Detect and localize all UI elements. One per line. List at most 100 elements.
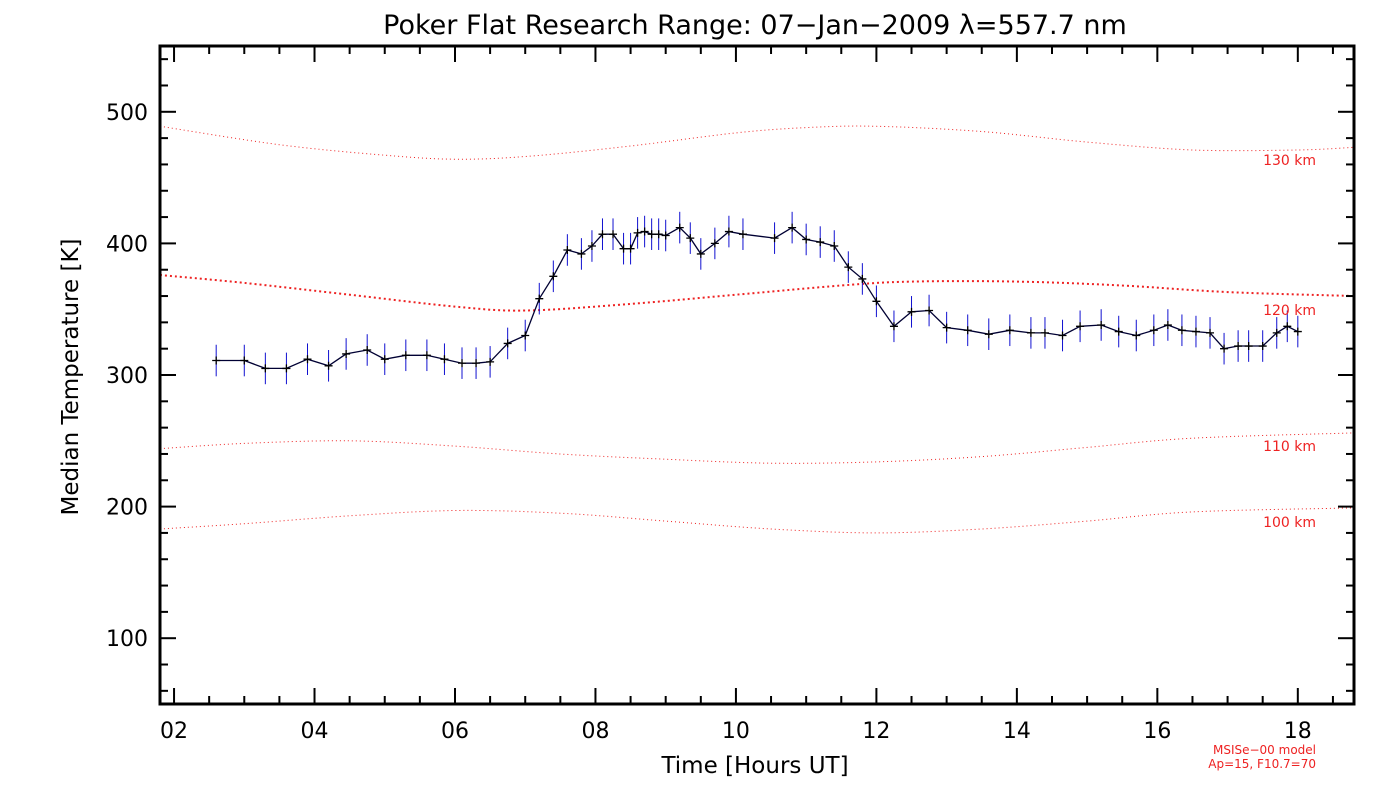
data-point bbox=[872, 297, 881, 306]
data-point bbox=[661, 231, 670, 240]
data-point bbox=[324, 361, 333, 370]
data-point bbox=[1097, 320, 1106, 329]
x-tick-label: 08 bbox=[581, 719, 609, 744]
model-annotation-line1: MSISe−00 model bbox=[1213, 743, 1316, 757]
model-curves bbox=[160, 125, 1354, 534]
plot-axes: 02 04 06 08 10 12 14 16 18 100 200 300 400 500 bbox=[106, 44, 1356, 744]
data-point bbox=[963, 326, 972, 335]
data-point bbox=[1005, 326, 1014, 335]
data-point bbox=[858, 274, 867, 283]
x-tick-label: 10 bbox=[722, 719, 750, 744]
data-point bbox=[486, 357, 495, 366]
data-point bbox=[647, 230, 656, 239]
x-axis-label: Time [Hours UT] bbox=[660, 753, 848, 779]
data-point bbox=[1058, 331, 1067, 340]
data-point bbox=[816, 238, 825, 247]
data-point bbox=[472, 359, 481, 368]
data-line bbox=[216, 226, 1299, 370]
data-point bbox=[521, 331, 530, 340]
x-tick-label: 04 bbox=[301, 719, 329, 744]
data-point bbox=[282, 364, 291, 373]
x-tick-label: 12 bbox=[862, 719, 890, 744]
data-point bbox=[303, 355, 312, 364]
data-point bbox=[1076, 322, 1085, 331]
data-point bbox=[563, 245, 572, 254]
data-point bbox=[240, 356, 249, 365]
data-point bbox=[1220, 344, 1229, 353]
data-point bbox=[549, 272, 558, 281]
data-point bbox=[1149, 326, 1158, 335]
data-point bbox=[1177, 326, 1186, 335]
data-point bbox=[1293, 327, 1302, 336]
data-point bbox=[422, 351, 431, 360]
data-point bbox=[577, 249, 586, 258]
data-point bbox=[770, 234, 779, 243]
data-point bbox=[889, 322, 898, 331]
data-point bbox=[380, 355, 389, 364]
data-point bbox=[1026, 328, 1035, 337]
x-tick-label: 16 bbox=[1143, 719, 1171, 744]
x-tick-label: 14 bbox=[1003, 719, 1031, 744]
y-tick-label: 500 bbox=[106, 101, 148, 126]
data-point bbox=[724, 227, 733, 236]
model-label-100-km: 100 km bbox=[1263, 515, 1316, 531]
data-point bbox=[1272, 328, 1281, 337]
data-point bbox=[440, 355, 449, 364]
y-axis-label: Median Temperature [K] bbox=[58, 239, 84, 516]
model-label-120-km: 120 km bbox=[1263, 303, 1316, 319]
model-label-130-km: 130 km bbox=[1263, 153, 1316, 169]
data-point bbox=[696, 249, 705, 258]
y-tick-label: 400 bbox=[106, 232, 148, 257]
data-point bbox=[363, 345, 372, 354]
chart-title: Poker Flat Research Range: 07−Jan−2009 λ… bbox=[383, 10, 1127, 41]
data-point bbox=[844, 263, 853, 272]
model-label-110-km: 110 km bbox=[1263, 439, 1316, 455]
data-point bbox=[1132, 331, 1141, 340]
data-point bbox=[738, 230, 747, 239]
data-series bbox=[212, 211, 1302, 385]
data-point bbox=[984, 330, 993, 339]
data-point bbox=[598, 230, 607, 239]
data-point bbox=[1040, 328, 1049, 337]
data-point bbox=[925, 306, 934, 315]
data-point bbox=[261, 364, 270, 373]
y-tick-label: 100 bbox=[106, 627, 148, 652]
x-tick-label: 18 bbox=[1284, 719, 1312, 744]
data-point bbox=[1244, 342, 1253, 351]
data-point bbox=[1114, 327, 1123, 336]
data-point bbox=[503, 339, 512, 348]
x-tick-label: 06 bbox=[441, 719, 469, 744]
data-point bbox=[626, 244, 635, 253]
data-point bbox=[675, 223, 684, 232]
data-point bbox=[1258, 342, 1267, 351]
data-point bbox=[802, 235, 811, 244]
data-point bbox=[633, 228, 642, 237]
data-point bbox=[1206, 328, 1215, 337]
plot-frame bbox=[158, 44, 1356, 706]
model-curve-120-km bbox=[160, 274, 1354, 312]
model-curve-130-km bbox=[160, 125, 1354, 160]
data-point bbox=[609, 230, 618, 239]
data-point bbox=[710, 239, 719, 248]
data-point bbox=[1283, 322, 1292, 331]
data-point bbox=[1191, 327, 1200, 336]
data-point bbox=[535, 294, 544, 303]
model-curve-110-km bbox=[160, 432, 1354, 464]
data-point bbox=[1163, 320, 1172, 329]
data-point bbox=[587, 242, 596, 251]
model-annotation-line2: Ap=15, F10.7=70 bbox=[1208, 757, 1316, 771]
data-point bbox=[907, 307, 916, 316]
data-point bbox=[640, 227, 649, 236]
data-point bbox=[686, 234, 695, 243]
y-tick-label: 200 bbox=[106, 496, 148, 521]
data-point bbox=[654, 230, 663, 239]
data-point bbox=[788, 223, 797, 232]
data-point bbox=[619, 244, 628, 253]
y-tick-label: 300 bbox=[106, 364, 148, 389]
model-curve-100-km bbox=[160, 507, 1354, 534]
x-tick-label: 02 bbox=[160, 719, 188, 744]
data-point bbox=[342, 349, 351, 358]
data-point bbox=[212, 356, 221, 365]
data-point bbox=[830, 242, 839, 251]
